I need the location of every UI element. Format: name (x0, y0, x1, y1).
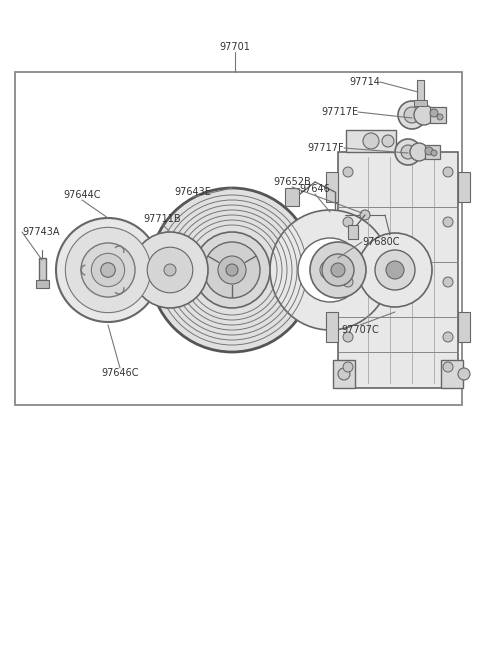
Bar (417, 80, 424, 102)
Circle shape (363, 133, 379, 149)
Circle shape (443, 332, 453, 342)
Circle shape (331, 263, 345, 277)
Text: 97717F: 97717F (307, 143, 344, 153)
Bar (15, 72, 462, 405)
Circle shape (443, 362, 453, 372)
Text: 97646C: 97646C (101, 368, 139, 378)
Circle shape (56, 218, 160, 322)
Circle shape (147, 247, 193, 293)
Text: 97644C: 97644C (63, 190, 101, 200)
Circle shape (65, 227, 151, 312)
Circle shape (81, 243, 135, 297)
Circle shape (218, 256, 246, 284)
Circle shape (437, 114, 443, 120)
Bar (346, 130, 396, 152)
Circle shape (204, 242, 260, 298)
Bar (326, 172, 338, 202)
Bar (458, 312, 470, 342)
Circle shape (382, 135, 394, 147)
Text: 97643E: 97643E (175, 187, 211, 197)
Circle shape (458, 368, 470, 380)
Circle shape (343, 167, 353, 177)
Circle shape (358, 233, 432, 307)
Circle shape (101, 263, 115, 277)
Text: 97707C: 97707C (341, 325, 379, 335)
Text: 97714: 97714 (349, 77, 380, 87)
Text: 97701: 97701 (219, 42, 251, 52)
Bar (285, 188, 299, 206)
Circle shape (194, 232, 270, 308)
Text: 97717E: 97717E (321, 107, 358, 117)
Circle shape (132, 232, 208, 308)
Circle shape (443, 217, 453, 227)
Circle shape (430, 109, 438, 117)
Circle shape (404, 107, 420, 123)
Circle shape (375, 250, 415, 290)
Circle shape (322, 254, 354, 286)
Circle shape (298, 238, 362, 302)
Circle shape (270, 210, 390, 330)
Bar (458, 172, 470, 202)
Bar (326, 312, 338, 342)
Circle shape (343, 332, 353, 342)
Circle shape (410, 143, 428, 161)
Bar (348, 225, 358, 239)
Circle shape (343, 217, 353, 227)
Bar (414, 100, 427, 106)
Circle shape (395, 139, 421, 165)
Circle shape (320, 260, 340, 280)
Circle shape (414, 105, 434, 125)
Circle shape (150, 188, 314, 352)
Bar (333, 360, 355, 388)
Bar (441, 360, 463, 388)
Circle shape (343, 277, 353, 287)
Circle shape (425, 147, 433, 155)
Bar (39, 258, 46, 280)
Text: 97680C: 97680C (362, 237, 399, 247)
Circle shape (226, 264, 238, 276)
Circle shape (386, 261, 404, 279)
Bar (36, 280, 49, 288)
Circle shape (360, 210, 370, 220)
Circle shape (91, 253, 125, 287)
Text: 97711B: 97711B (143, 214, 181, 224)
Text: 97743A: 97743A (22, 227, 60, 237)
Bar (430, 107, 446, 123)
Text: 97652B: 97652B (273, 177, 311, 187)
Circle shape (443, 277, 453, 287)
Circle shape (401, 145, 415, 159)
Text: 97646: 97646 (300, 184, 330, 194)
Circle shape (164, 264, 176, 276)
Circle shape (338, 368, 350, 380)
Circle shape (310, 242, 366, 298)
Bar (425, 145, 440, 159)
Circle shape (443, 167, 453, 177)
Circle shape (398, 101, 426, 129)
Bar (338, 152, 458, 388)
Circle shape (343, 362, 353, 372)
Circle shape (431, 150, 437, 156)
